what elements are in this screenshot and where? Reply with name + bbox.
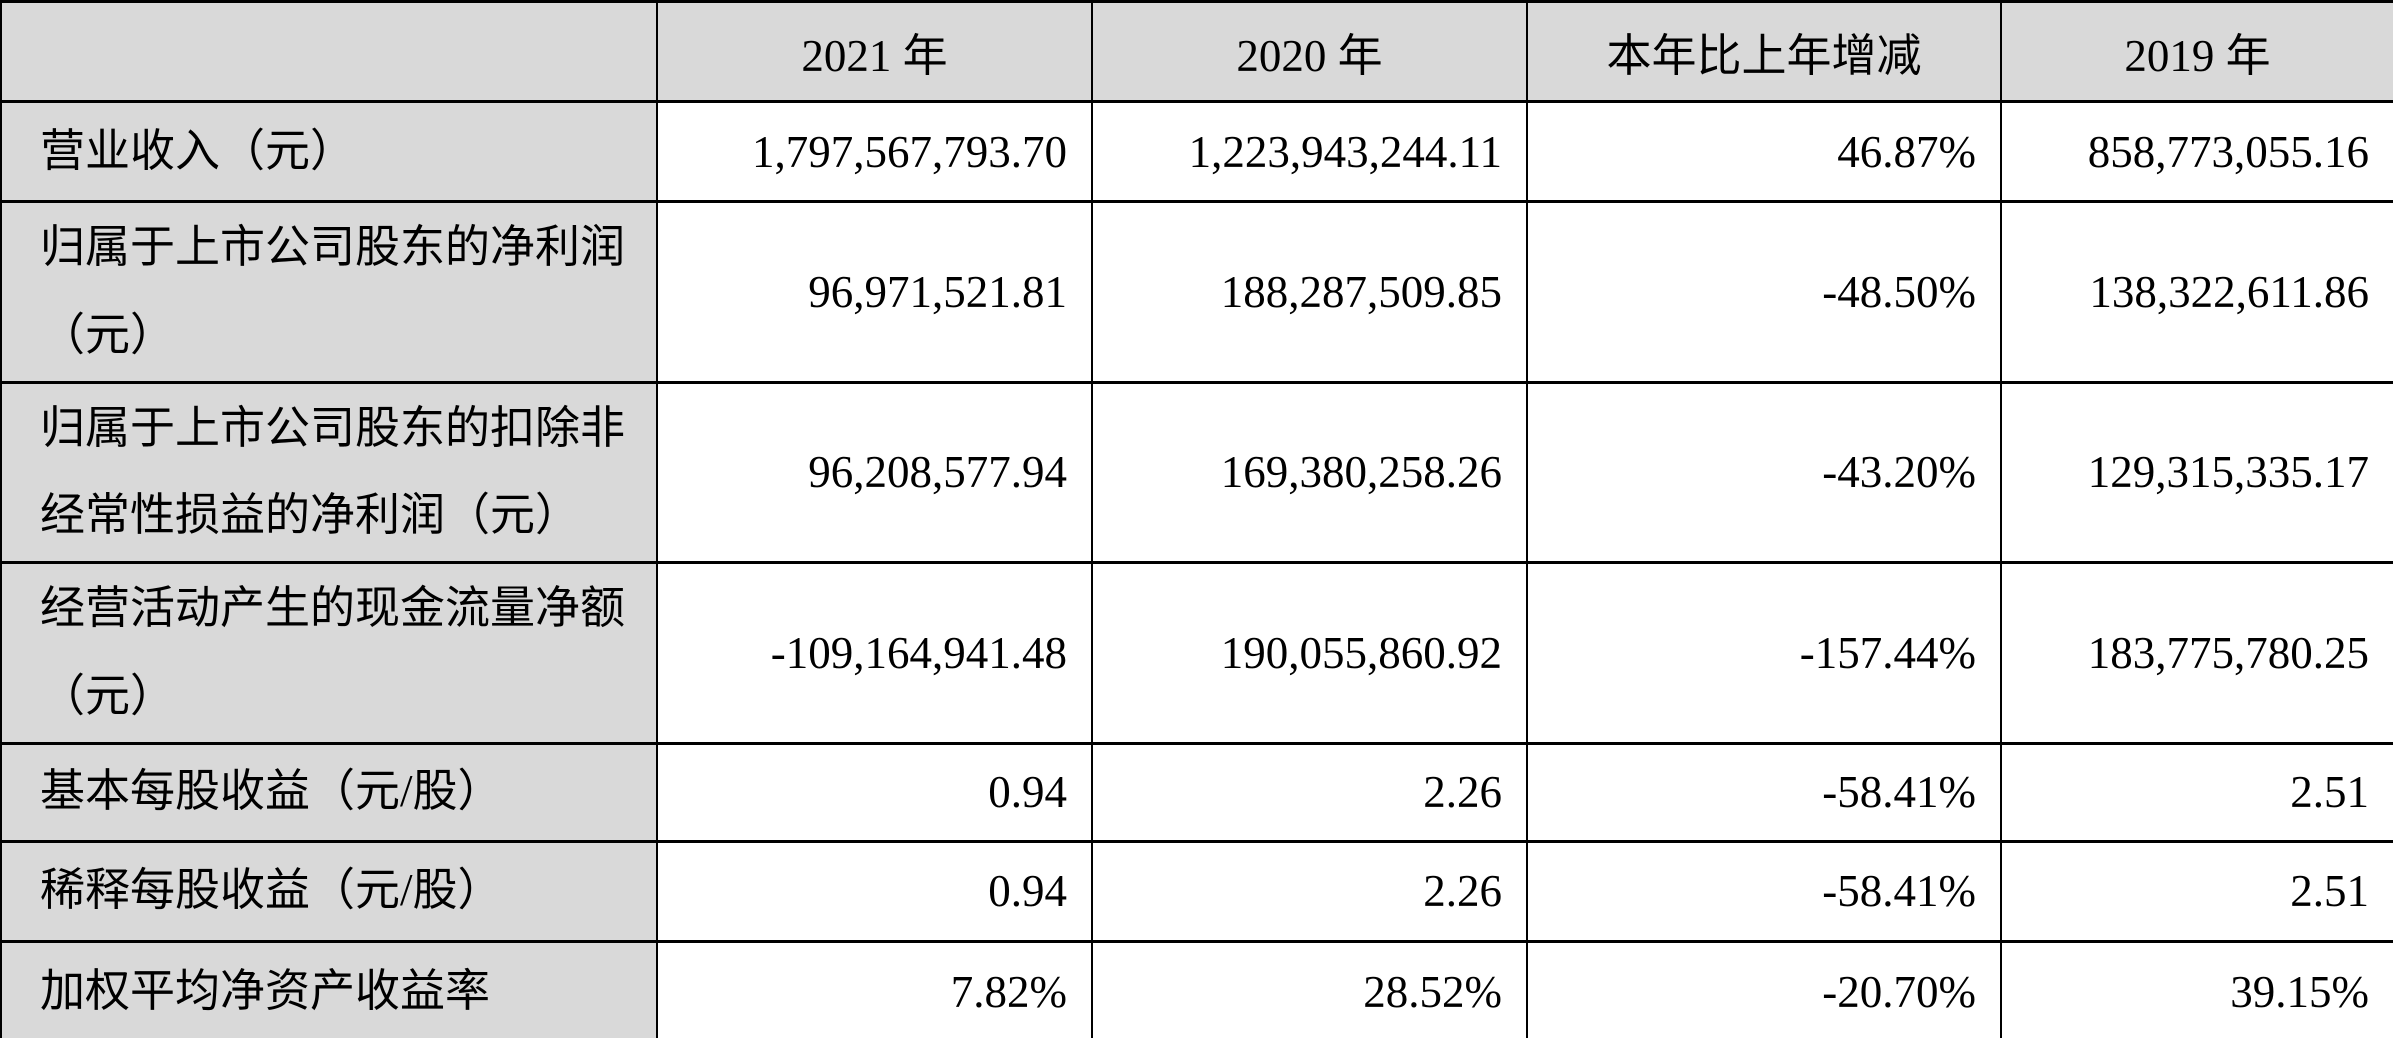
row-label: 基本每股收益（元/股）	[0, 741, 658, 843]
value-cell: -157.44%	[1526, 561, 2002, 745]
value-cell: 0.94	[656, 741, 1093, 843]
value-cell: 1,797,567,793.70	[656, 100, 1093, 203]
value-cell: -58.41%	[1526, 839, 2002, 943]
value-cell: 183,775,780.25	[2000, 561, 2393, 745]
table-row: 基本每股收益（元/股） 0.94 2.26 -58.41% 2.51	[0, 741, 2393, 843]
row-label: 经营活动产生的现金流量净额（元）	[0, 561, 658, 745]
value-cell: 96,971,521.81	[656, 200, 1093, 384]
value-cell: 28.52%	[1091, 939, 1528, 1038]
value-cell: 2.51	[2000, 741, 2393, 843]
value-cell: -58.41%	[1526, 741, 2002, 843]
table-body: 营业收入（元） 1,797,567,793.70 1,223,943,244.11 4…	[0, 100, 2393, 1038]
value-cell: 129,315,335.17	[2000, 380, 2393, 564]
column-header: 2021 年	[656, 0, 1093, 103]
column-header: 2019 年	[2000, 0, 2393, 103]
row-label: 稀释每股收益（元/股）	[0, 839, 658, 943]
value-cell: 39.15%	[2000, 939, 2393, 1038]
value-cell: 138,322,611.86	[2000, 200, 2393, 384]
value-cell: -48.50%	[1526, 200, 2002, 384]
value-cell: 2.51	[2000, 839, 2393, 943]
value-cell: 0.94	[656, 839, 1093, 943]
value-cell: 46.87%	[1526, 100, 2002, 203]
value-cell: 169,380,258.26	[1091, 380, 1528, 564]
value-cell: 2.26	[1091, 839, 1528, 943]
table-row: 加权平均净资产收益率 7.82% 28.52% -20.70% 39.15%	[0, 939, 2393, 1038]
table-header: 2021 年 2020 年本年比上年增减 2019 年	[0, 0, 2393, 103]
column-header-blank	[0, 0, 658, 103]
value-cell: 96,208,577.94	[656, 380, 1093, 564]
row-label: 归属于上市公司股东的扣除非经常性损益的净利润（元）	[0, 380, 658, 564]
table-row: 稀释每股收益（元/股） 0.94 2.26 -58.41% 2.51	[0, 839, 2393, 943]
table-row: 归属于上市公司股东的扣除非经常性损益的净利润（元） 96,208,577.94 16…	[0, 380, 2393, 564]
value-cell: 188,287,509.85	[1091, 200, 1528, 384]
value-cell: 7.82%	[656, 939, 1093, 1038]
value-cell: -43.20%	[1526, 380, 2002, 564]
table-row: 归属于上市公司股东的净利润（元） 96,971,521.81 188,287,509…	[0, 200, 2393, 384]
value-cell: -20.70%	[1526, 939, 2002, 1038]
table-row: 营业收入（元） 1,797,567,793.70 1,223,943,244.11 4…	[0, 100, 2393, 203]
row-label: 归属于上市公司股东的净利润（元）	[0, 200, 658, 384]
value-cell: 858,773,055.16	[2000, 100, 2393, 203]
row-label: 营业收入（元）	[0, 100, 658, 203]
row-label: 加权平均净资产收益率	[0, 939, 658, 1038]
value-cell: 1,223,943,244.11	[1091, 100, 1528, 203]
column-header: 2020 年	[1091, 0, 1528, 103]
value-cell: 190,055,860.92	[1091, 561, 1528, 745]
value-cell: 2.26	[1091, 741, 1528, 843]
header-row: 2021 年 2020 年本年比上年增减 2019 年	[0, 0, 2393, 103]
value-cell: -109,164,941.48	[656, 561, 1093, 745]
table-row: 经营活动产生的现金流量净额（元） -109,164,941.48 190,055,8…	[0, 561, 2393, 745]
column-header: 本年比上年增减	[1526, 0, 2002, 103]
